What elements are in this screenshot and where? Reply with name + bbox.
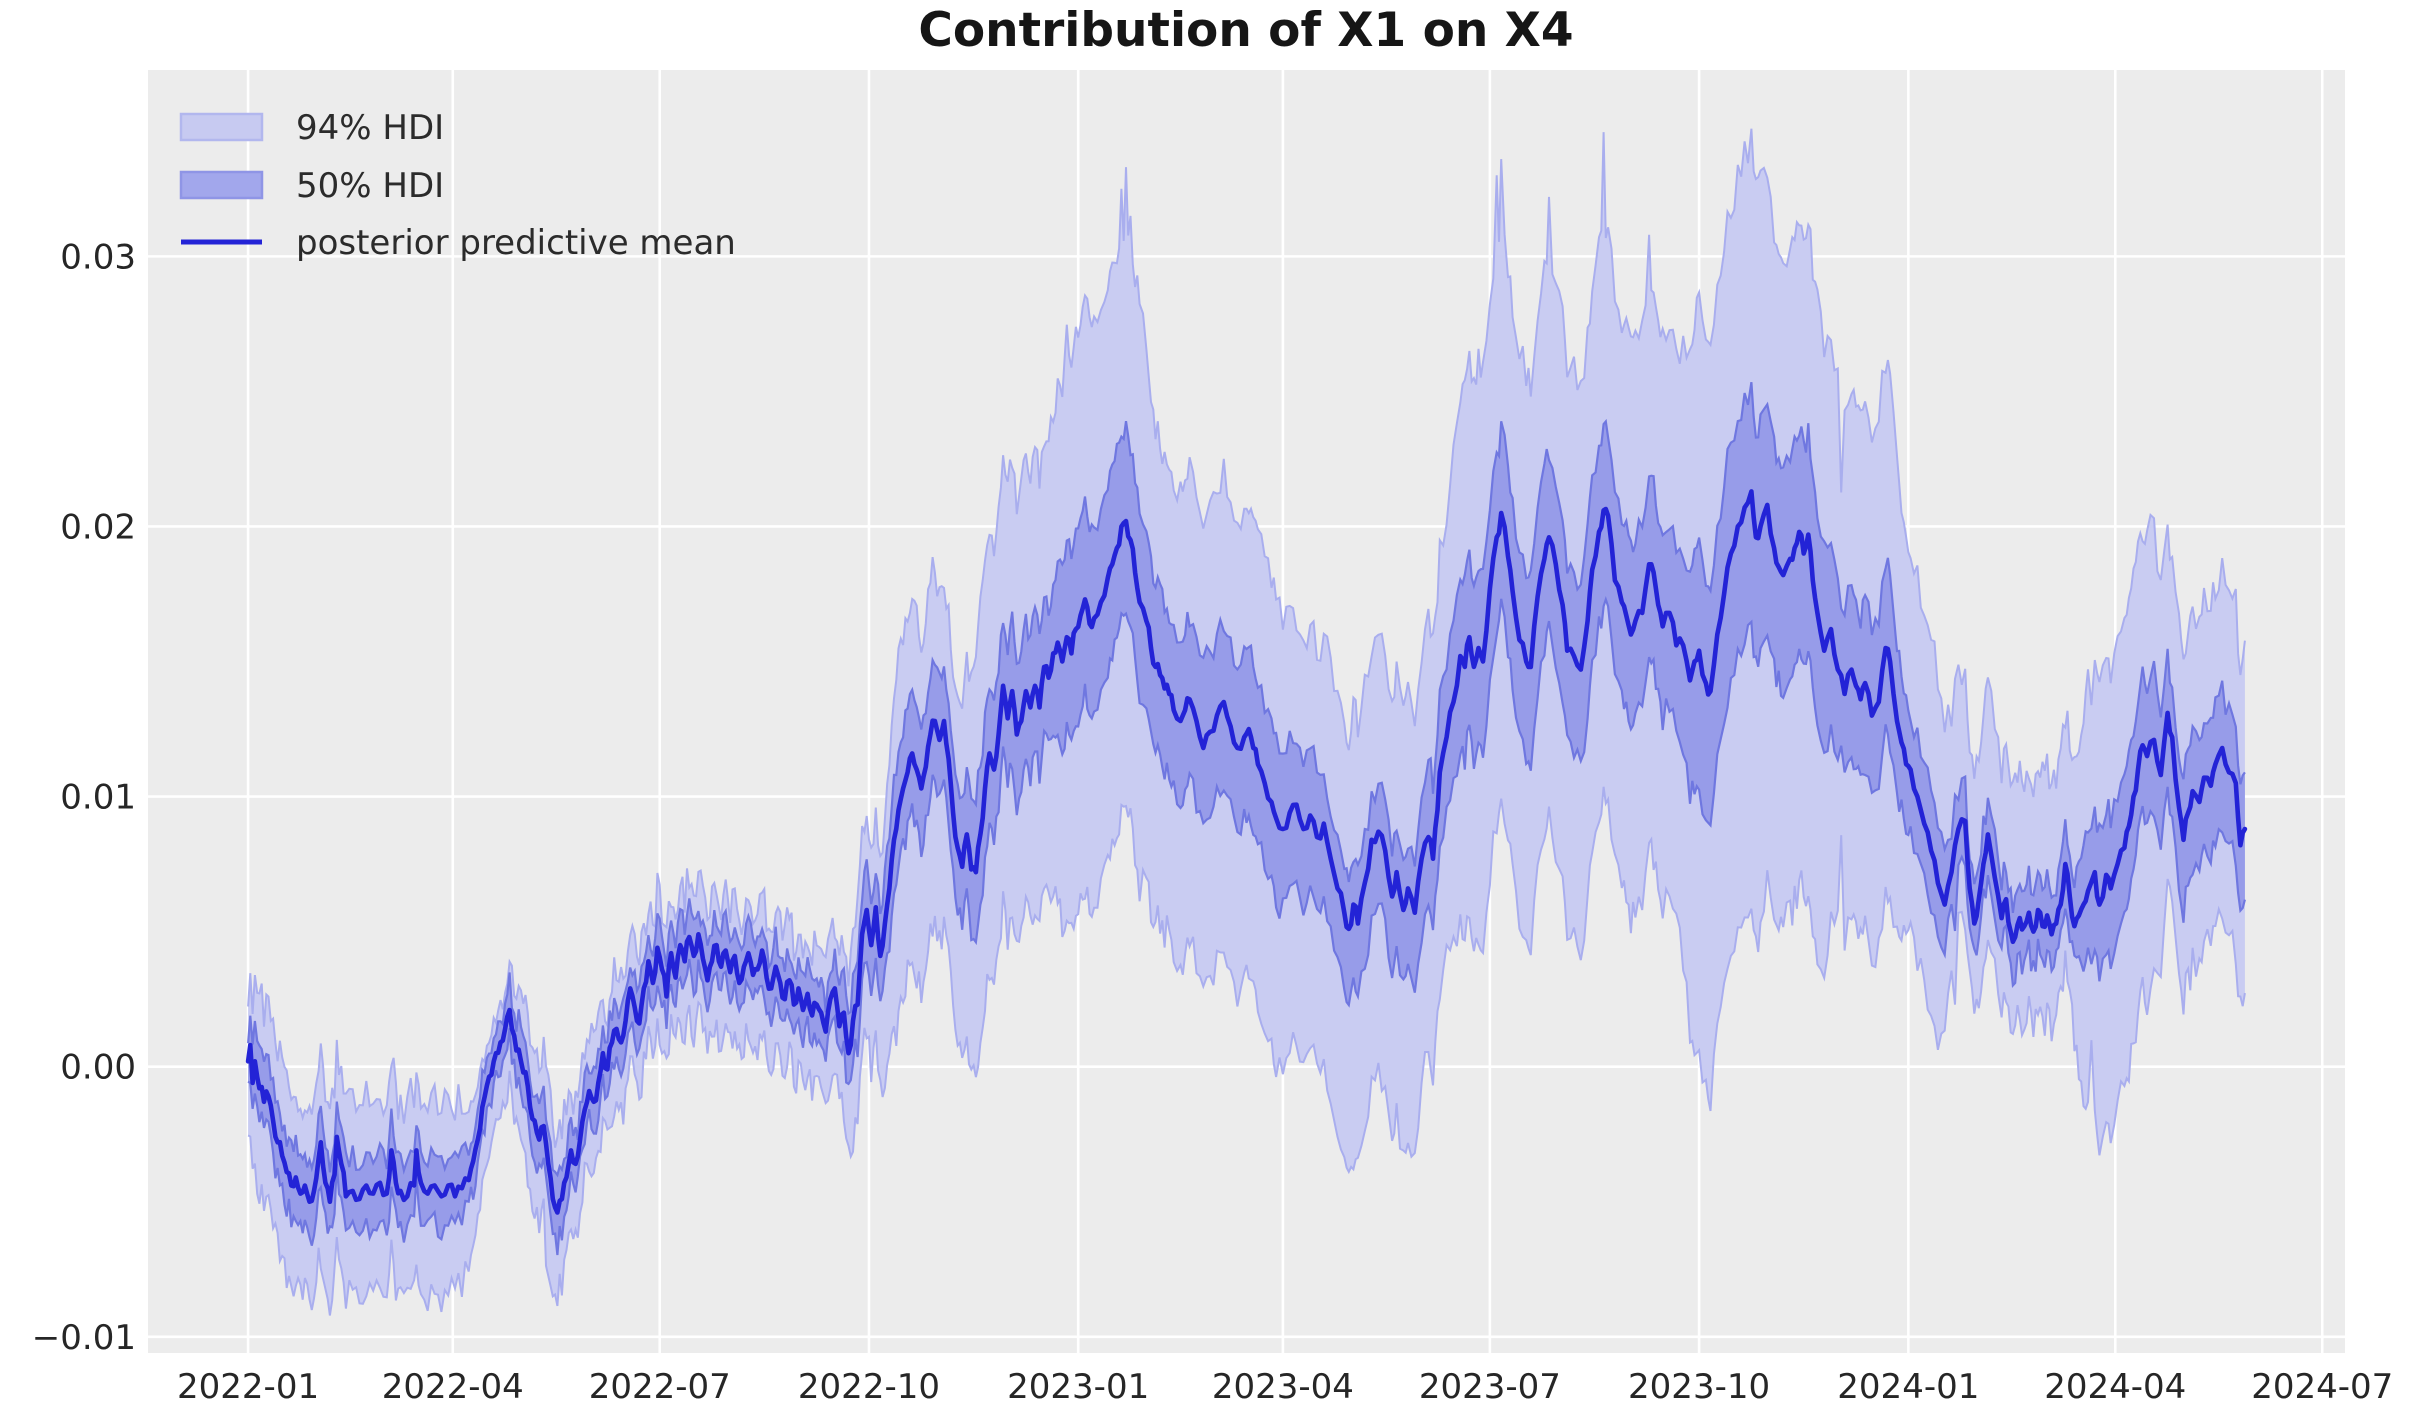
hdi94-lower-edge	[247, 786, 2246, 1316]
legend-label-posterior-mean: posterior predictive mean	[296, 223, 736, 263]
posterior-mean-path	[245, 489, 2248, 1215]
x-tick-label: 2023-04	[1212, 1367, 1354, 1407]
hdi50-lower-edge	[247, 596, 2246, 1256]
x-tick-label: 2023-01	[1007, 1367, 1149, 1407]
legend: 94% HDI 50% HDI posterior predictive mea…	[179, 108, 736, 263]
y-tick-label: 0.02	[60, 507, 136, 547]
legend-item-94-hdi: 94% HDI	[179, 108, 444, 148]
hdi50-band	[247, 382, 2246, 1256]
y-tick-label: 0.01	[60, 778, 136, 818]
x-tick-label: 2022-10	[798, 1367, 940, 1407]
x-tick-label: 2022-01	[177, 1367, 319, 1407]
hdi94-swatch-icon	[179, 112, 264, 142]
legend-item-50-hdi: 50% HDI	[179, 166, 444, 206]
x-tick-label: 2022-04	[382, 1367, 524, 1407]
hdi50-swatch-icon	[179, 170, 264, 200]
x-tick-label: 2024-04	[2044, 1367, 2186, 1407]
y-tick-label: 0.00	[60, 1048, 136, 1088]
legend-item-posterior-mean: posterior predictive mean	[181, 223, 736, 263]
posterior-mean-line	[245, 489, 2248, 1215]
y-tick-labels: −0.01 0.00 0.01 0.02 0.03	[32, 237, 136, 1357]
legend-label-94-hdi: 94% HDI	[296, 108, 444, 148]
chart-title: Contribution of X1 on X4	[918, 3, 1573, 58]
legend-label-50-hdi: 50% HDI	[296, 166, 444, 206]
y-tick-label: 0.03	[60, 237, 136, 277]
hdi94-upper-edge	[247, 128, 2246, 1148]
x-tick-label: 2023-10	[1628, 1367, 1770, 1407]
x-tick-label: 2024-07	[2251, 1367, 2393, 1407]
x-tick-label: 2022-07	[589, 1367, 731, 1407]
x-tick-label: 2024-01	[1837, 1367, 1979, 1407]
x-tick-labels: 2022-01 2022-04 2022-07 2022-10 2023-01 2023-…	[177, 1367, 2393, 1407]
y-tick-label: −0.01	[32, 1318, 136, 1358]
x-tick-label: 2023-07	[1419, 1367, 1561, 1407]
hdi50-upper-edge	[247, 382, 2246, 1178]
